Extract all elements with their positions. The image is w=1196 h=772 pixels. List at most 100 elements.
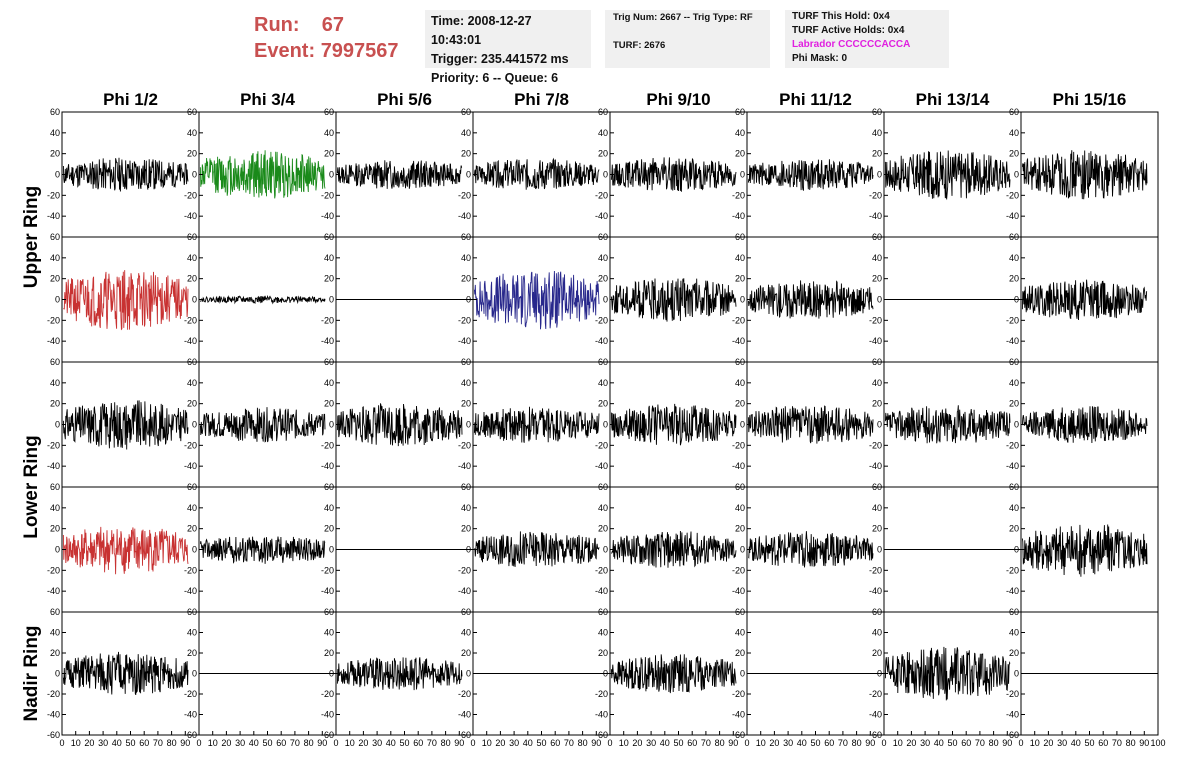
trigger-text: Trigger: 235.441572 ms [431,52,569,66]
y-tick-label: 20 [872,274,882,284]
x-tick-label: 40 [660,738,670,748]
y-tick-label: 20 [1009,399,1019,409]
x-tick-label: 0 [607,738,612,748]
y-tick-label: 40 [461,503,471,513]
waveform-trace [610,654,737,694]
y-tick-label: 20 [872,524,882,534]
run-line: Run: 67 [254,12,399,38]
y-tick-label: 60 [735,232,745,242]
y-tick-label: -20 [321,190,334,200]
y-tick-label: -20 [1006,689,1019,699]
y-tick-label: 40 [461,128,471,138]
x-tick-label: 0 [196,738,201,748]
y-tick-label: 60 [50,107,60,117]
waveform-trace [62,651,189,696]
y-tick-label: 40 [324,503,334,513]
y-tick-label: -20 [595,315,608,325]
y-tick-label: 0 [55,420,60,430]
y-tick-label: -20 [321,315,334,325]
y-tick-label: -40 [321,461,334,471]
x-tick-label: 20 [1043,738,1053,748]
x-tick-label: 90 [728,738,738,748]
waveform-trace [1021,150,1148,200]
y-tick-label: 60 [50,607,60,617]
event-value: 7997567 [320,40,399,62]
y-tick-label: 20 [187,274,197,284]
x-tick-label: 40 [386,738,396,748]
x-tick-label: 90 [591,738,601,748]
x-tick-label: 10 [893,738,903,748]
waveform-trace [63,270,189,331]
y-tick-label: 20 [461,648,471,658]
y-tick-label: -40 [1006,461,1019,471]
x-tick-label: 40 [797,738,807,748]
y-tick-label: 0 [603,295,608,305]
y-tick-label: 20 [598,524,608,534]
y-tick-label: -20 [1006,190,1019,200]
y-tick-label: 40 [735,503,745,513]
y-tick-label: -40 [47,586,60,596]
y-tick-label: -40 [47,211,60,221]
y-tick-label: -40 [595,586,608,596]
y-tick-label: 40 [735,128,745,138]
waveform-trace [336,160,463,189]
y-tick-label: 40 [598,503,608,513]
y-tick-label: 60 [187,482,197,492]
y-tick-label: -40 [458,336,471,346]
y-tick-label: 0 [466,170,471,180]
y-tick-label: 40 [50,128,60,138]
y-tick-label: -20 [732,565,745,575]
y-tick-label: 20 [324,524,334,534]
y-tick-label: 60 [324,107,334,117]
y-tick-label: 60 [872,232,882,242]
x-tick-label: 70 [701,738,711,748]
y-tick-label: 0 [192,420,197,430]
y-tick-label: 20 [735,274,745,284]
y-tick-label: 60 [187,357,197,367]
y-tick-label: -20 [869,315,882,325]
phi-mask-text: Phi Mask: 0 [792,53,848,64]
y-tick-label: 60 [324,607,334,617]
x-tick-label: 50 [536,738,546,748]
y-tick-label: 40 [598,628,608,638]
y-tick-label: 60 [872,482,882,492]
x-tick-label: 20 [769,738,779,748]
y-tick-label: -20 [184,440,197,450]
y-tick-label: -20 [869,440,882,450]
x-tick-label: 20 [358,738,368,748]
y-tick-label: -40 [595,710,608,720]
x-tick-label: 60 [961,738,971,748]
x-tick-label: 30 [98,738,108,748]
y-tick-label: 20 [461,399,471,409]
y-tick-label: 40 [461,628,471,638]
x-tick-label: 60 [824,738,834,748]
y-tick-label: 0 [329,170,334,180]
y-tick-label: 0 [1014,669,1019,679]
x-tick-label: 30 [1057,738,1067,748]
y-tick-label: 40 [872,128,882,138]
y-tick-label: 0 [1014,295,1019,305]
y-tick-label: -20 [732,190,745,200]
y-tick-label: 0 [329,420,334,430]
y-tick-label: 20 [872,149,882,159]
y-tick-label: -20 [458,689,471,699]
y-tick-label: 40 [187,628,197,638]
x-tick-label: 50 [399,738,409,748]
y-tick-label: 0 [877,170,882,180]
x-tick-label: 90 [865,738,875,748]
waveform-trace [199,407,326,443]
x-tick-label: 50 [125,738,135,748]
x-tick-label: 80 [852,738,862,748]
y-tick-label: 60 [872,357,882,367]
y-tick-label: -20 [47,440,60,450]
x-tick-label: 10 [345,738,355,748]
waveform-trace [336,657,463,691]
y-tick-label: 20 [598,274,608,284]
y-tick-label: -20 [47,190,60,200]
y-tick-label: 60 [461,482,471,492]
column-title: Phi 1/2 [103,90,158,109]
waveform-trace [200,294,326,305]
waveform-trace [884,405,1011,444]
y-tick-label: -20 [458,315,471,325]
